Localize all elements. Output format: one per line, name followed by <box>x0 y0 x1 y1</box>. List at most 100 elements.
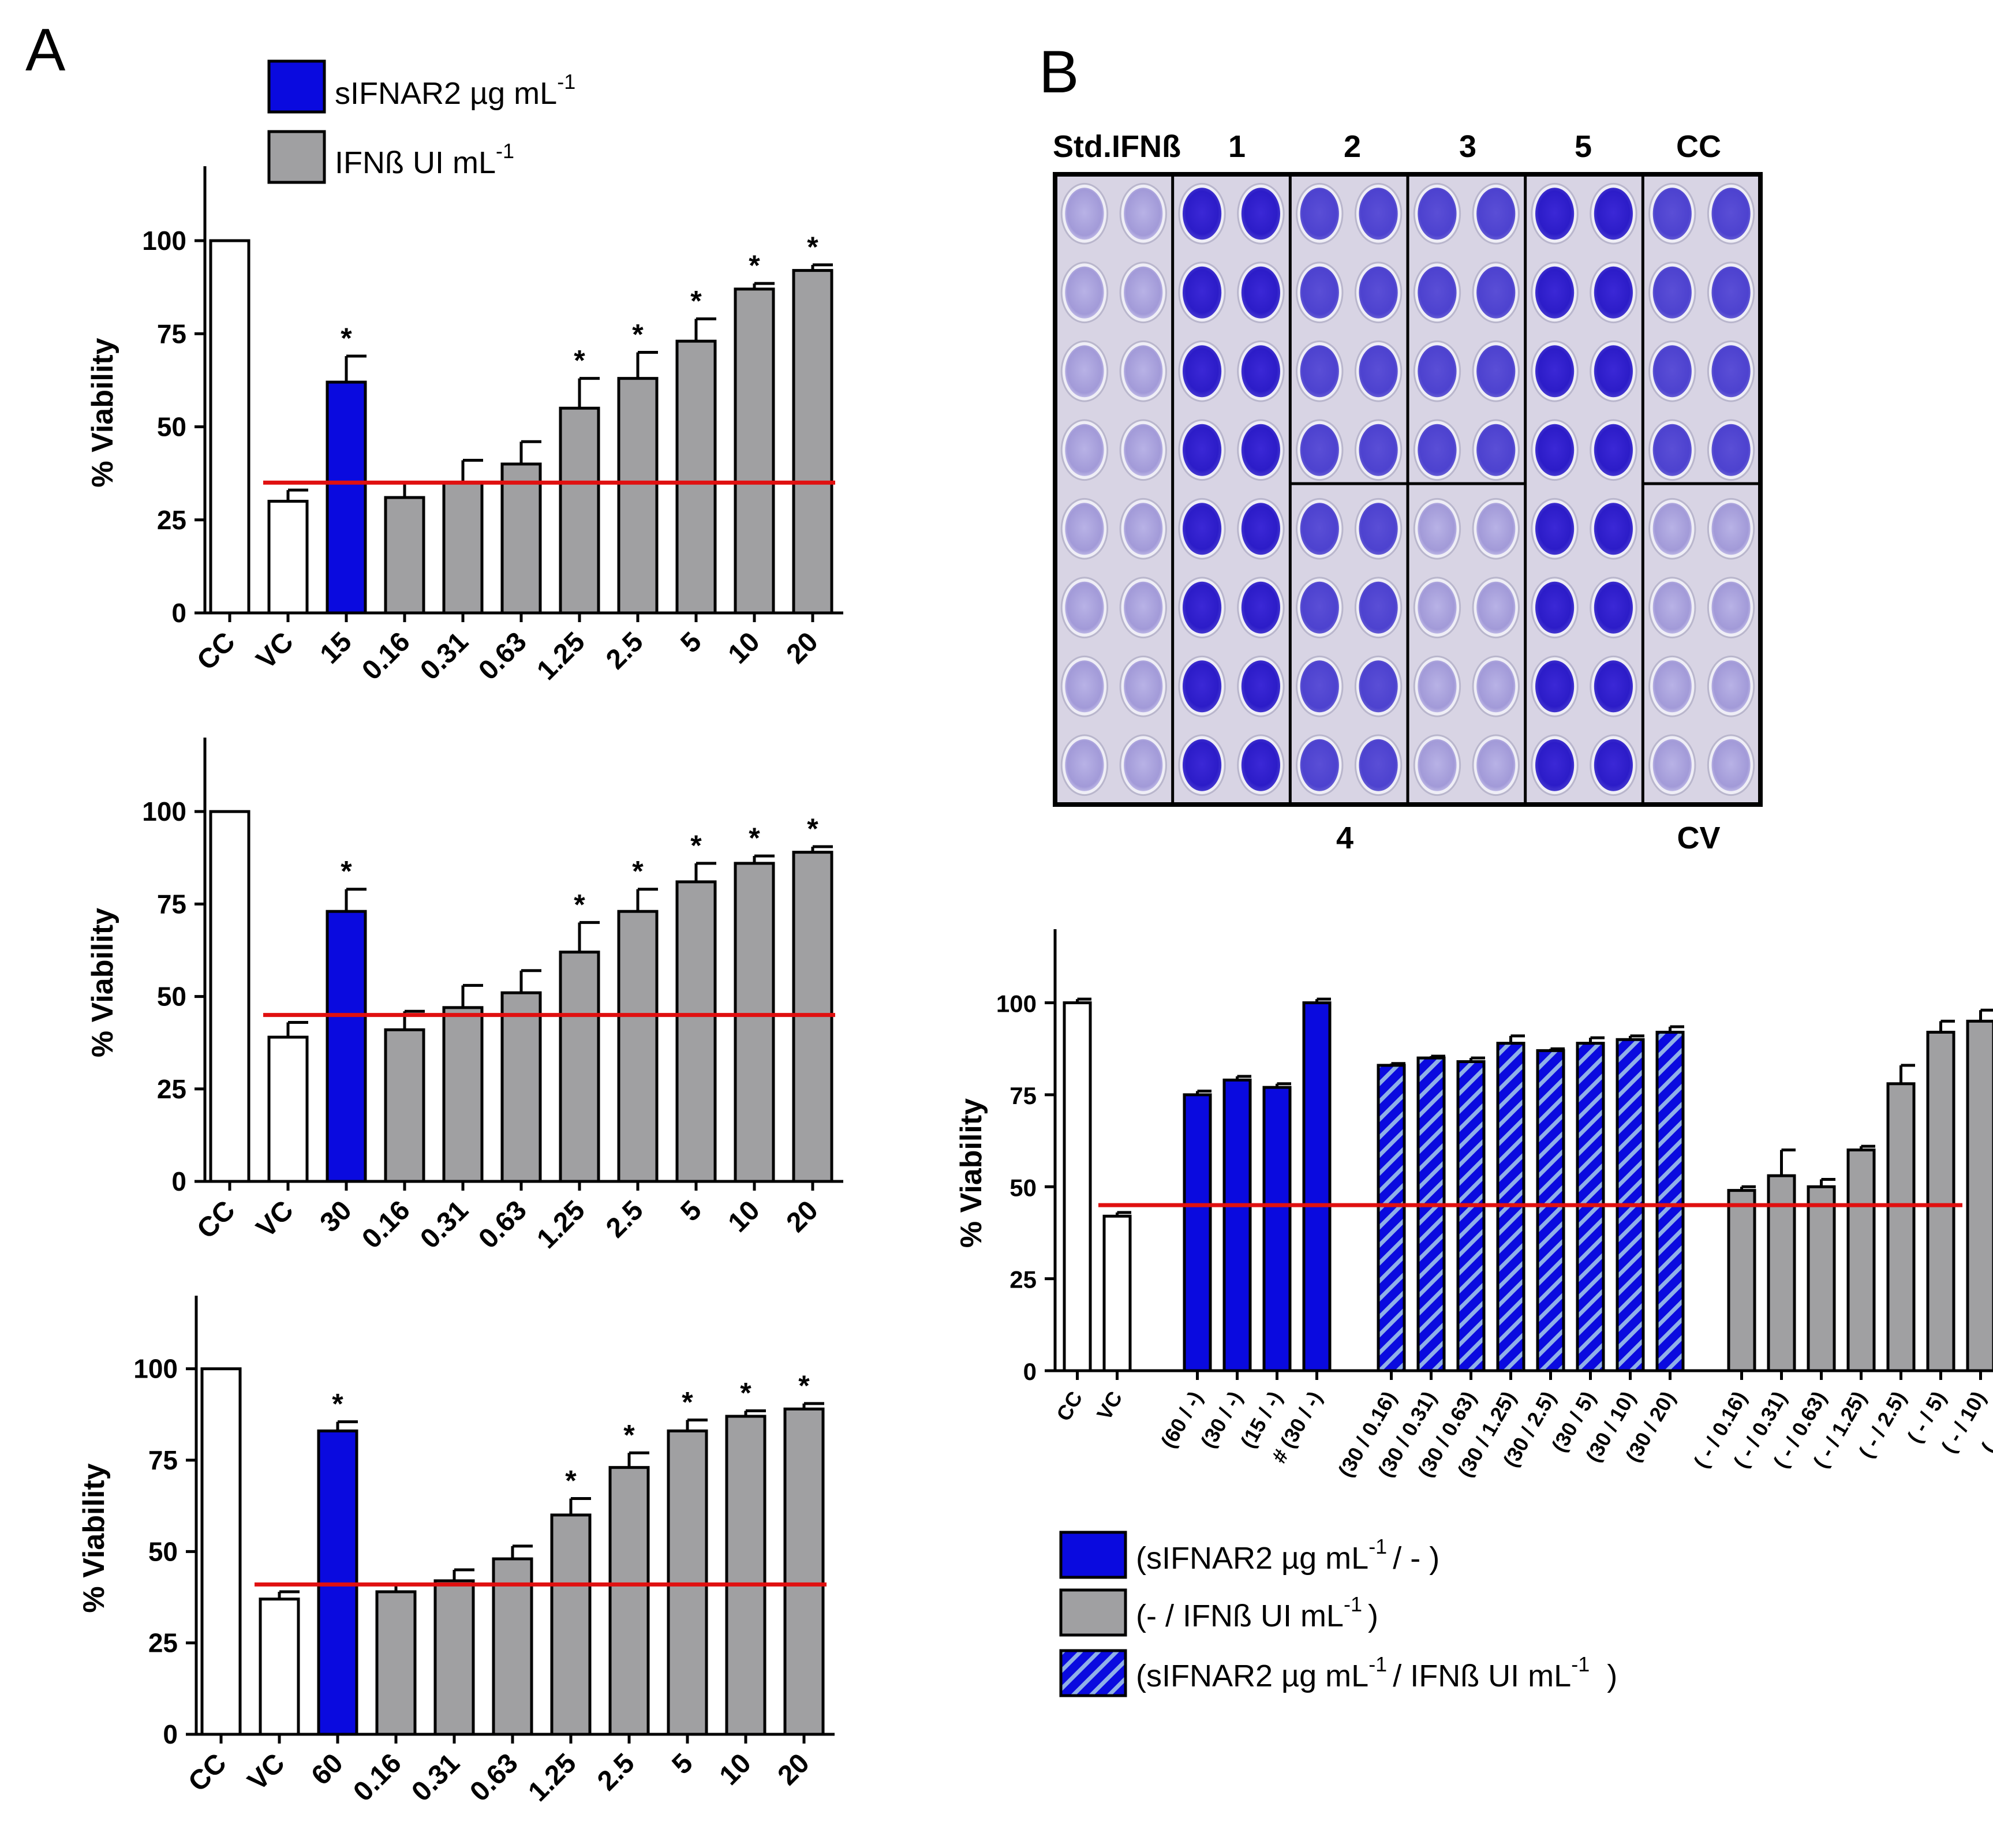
plate-label-3: 3 <box>1459 129 1476 164</box>
y-tick-label: 0 <box>1023 1358 1037 1385</box>
plate-label-4: 4 <box>1336 821 1353 855</box>
well <box>1065 424 1104 476</box>
well <box>1124 503 1163 555</box>
well <box>1124 266 1163 319</box>
y-tick-label: 75 <box>1009 1082 1037 1109</box>
significance-mark: * <box>798 1370 810 1402</box>
well <box>1241 739 1281 791</box>
x-tick-label: 0.63 <box>473 1195 533 1255</box>
well <box>1476 581 1516 634</box>
chart-a1: 0 25 50 75 100 % Viability CC VC * 150.160.310.63… <box>86 166 843 686</box>
bar <box>675 339 717 615</box>
well <box>1476 424 1516 476</box>
well <box>1065 345 1104 398</box>
legend-b-swatch-solid <box>1059 1531 1127 1579</box>
significance-mark: * <box>690 285 702 317</box>
bar <box>725 1415 766 1736</box>
significance-mark: * <box>749 822 760 854</box>
x-tick-label: 20 <box>781 626 824 669</box>
x-tick-label: 0.63 <box>473 626 533 686</box>
x-tick-label: CC <box>191 1195 241 1244</box>
well <box>1182 266 1222 319</box>
y-tick-label: 100 <box>133 1354 178 1384</box>
significance-mark: * <box>623 1419 635 1451</box>
y-tick-label: 75 <box>157 319 186 349</box>
significance-mark: * <box>632 319 644 351</box>
bar <box>259 1598 300 1736</box>
significance-mark: * <box>574 345 585 377</box>
plate-photo <box>1053 172 1763 807</box>
well <box>1241 660 1281 713</box>
well <box>1124 739 1163 791</box>
x-tick-label: CC <box>1052 1387 1087 1426</box>
y-axis-label: % Viability <box>86 908 119 1057</box>
well <box>1476 660 1516 713</box>
well <box>1711 739 1751 791</box>
bar <box>675 880 717 1183</box>
well <box>1359 345 1398 398</box>
well <box>1124 188 1163 240</box>
significance-mark: * <box>574 888 585 921</box>
significance-mark: * <box>341 855 352 888</box>
legend-a-swatch-ifnb <box>267 130 326 184</box>
well <box>1476 266 1516 319</box>
well <box>1594 581 1633 634</box>
bar <box>1302 1001 1332 1372</box>
well <box>1652 660 1692 713</box>
legend-b-swatch-hatched <box>1059 1649 1127 1697</box>
x-tick-label: 10 <box>723 626 766 669</box>
well <box>1065 739 1104 791</box>
x-tick-label: CC <box>191 626 241 676</box>
legend-a-label-ifnb: IFNß UI mL-1 <box>335 139 514 180</box>
bar <box>734 862 775 1183</box>
well <box>1182 424 1222 476</box>
bar <box>200 1367 242 1736</box>
x-tick-label: 10 <box>714 1748 757 1791</box>
well <box>1476 503 1516 555</box>
bar <box>559 951 600 1183</box>
well <box>1711 345 1751 398</box>
bar <box>617 377 659 615</box>
x-tick-label: 0.63 <box>464 1748 524 1808</box>
well <box>1300 188 1339 240</box>
bar <box>1456 1060 1486 1372</box>
well <box>1418 188 1457 240</box>
well <box>1711 266 1751 319</box>
x-tick-label: 1.25 <box>522 1748 582 1808</box>
bar <box>209 239 250 615</box>
y-tick-label: 100 <box>142 796 186 826</box>
well <box>1535 266 1575 319</box>
well <box>1418 503 1457 555</box>
well <box>1065 188 1104 240</box>
bar <box>1886 1082 1916 1372</box>
panel-letter-b: B <box>1039 39 1079 106</box>
y-tick-label: 0 <box>163 1719 178 1749</box>
bar <box>326 910 367 1183</box>
well <box>1359 581 1398 634</box>
y-tick-label: 75 <box>148 1445 178 1475</box>
y-tick-label: 0 <box>171 1166 186 1196</box>
bar <box>1222 1078 1252 1372</box>
significance-mark: * <box>332 1388 343 1420</box>
x-tick-label: 0.31 <box>414 1195 474 1255</box>
plate-label-2: 2 <box>1344 129 1361 164</box>
bar <box>1416 1056 1446 1372</box>
y-tick-label: 25 <box>1009 1266 1037 1293</box>
bar <box>1102 1214 1132 1372</box>
x-tick-label: 10 <box>723 1195 766 1238</box>
significance-mark: * <box>749 249 760 282</box>
x-tick-label: 60 <box>306 1748 349 1791</box>
well <box>1065 266 1104 319</box>
well <box>1535 424 1575 476</box>
well <box>1241 503 1281 555</box>
x-tick-label: 1.25 <box>531 1195 591 1255</box>
x-tick-label: 30 <box>315 1195 358 1238</box>
y-tick-label: 25 <box>157 1074 186 1104</box>
well <box>1535 581 1575 634</box>
well <box>1124 660 1163 713</box>
bar <box>734 287 775 615</box>
significance-mark: * <box>807 231 818 263</box>
bar <box>384 1028 425 1183</box>
